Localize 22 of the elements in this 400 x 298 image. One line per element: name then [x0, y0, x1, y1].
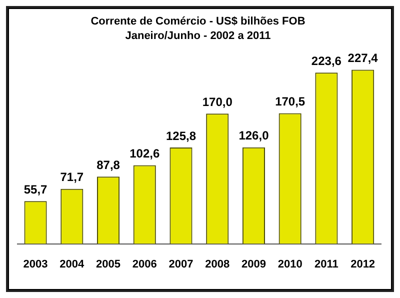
x-tick-label: 2003 [23, 258, 48, 270]
x-tick-label: 2008 [205, 258, 230, 270]
data-label: 227,4 [348, 51, 378, 66]
x-tick-label: 2012 [350, 258, 376, 270]
data-label: 170,0 [202, 94, 233, 109]
data-label: 170,5 [275, 94, 306, 109]
data-label: 55,7 [24, 182, 48, 196]
x-tick-label: 2004 [60, 258, 86, 270]
x-tick-label: 2007 [168, 258, 194, 270]
chart-subtitle: Janeiro/Junho - 2002 a 2011 [125, 30, 271, 42]
chart-title: Corrente de Comércio - US$ bilhões FOB [90, 16, 306, 28]
x-tick-label: 2005 [96, 258, 121, 270]
data-label: 126,0 [238, 128, 270, 143]
x-tick-label: 2010 [278, 258, 302, 270]
data-label: 223,6 [311, 54, 342, 68]
data-label: 102,6 [130, 146, 160, 161]
x-tick-label: 2009 [241, 258, 266, 270]
data-label: 71,7 [60, 170, 84, 184]
data-label: 87,8 [96, 158, 120, 172]
data-label: 125,8 [166, 128, 196, 143]
x-tick-label: 2011 [314, 258, 338, 270]
x-tick-label: 2006 [132, 258, 157, 270]
